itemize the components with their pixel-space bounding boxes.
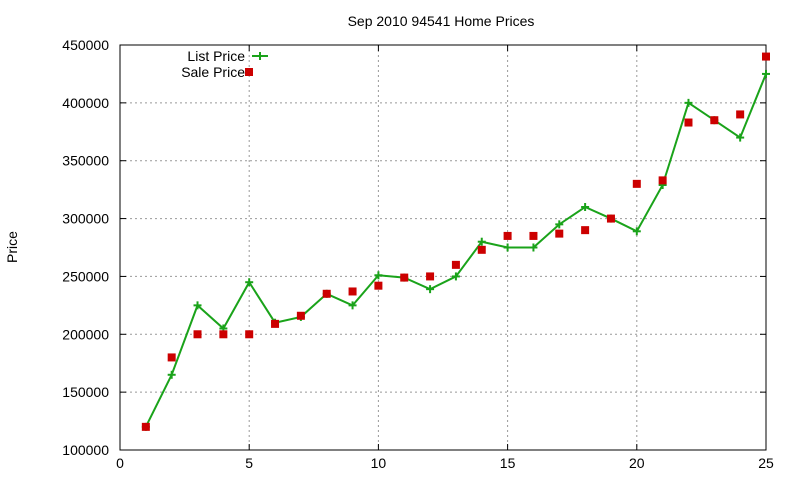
list-price-point	[684, 98, 693, 107]
list-price-point	[167, 370, 176, 379]
list-price-line	[144, 73, 767, 428]
legend-swatch-sale-price	[245, 68, 253, 76]
sale-price-point	[736, 110, 745, 119]
sale-price-point	[426, 272, 435, 281]
y-tick-label: 200000	[62, 326, 109, 342]
x-tick-label: 5	[245, 455, 253, 471]
y-axis-label: Price	[4, 231, 20, 263]
sale-price-point	[503, 231, 512, 240]
y-tick-label: 450000	[62, 37, 109, 53]
sale-price-point	[658, 176, 667, 185]
grid	[120, 45, 766, 450]
list-price-point	[762, 69, 770, 78]
sale-price-point	[245, 330, 254, 339]
list-price-point	[451, 272, 460, 281]
y-tick-label: 400000	[62, 95, 109, 111]
list-price-point	[426, 285, 435, 294]
sale-price-point	[296, 311, 305, 320]
x-tick-label: 15	[500, 455, 516, 471]
list-price-point	[632, 227, 641, 236]
chart-title: Sep 2010 94541 Home Prices	[348, 13, 535, 29]
list-price-point	[193, 301, 202, 310]
sale-price-point	[374, 281, 383, 290]
x-tick-label: 0	[116, 455, 124, 471]
axes: 0 5 10 15 20 25 100000 150000 200000 250000 300000…	[62, 37, 774, 471]
list-price-point	[529, 243, 538, 252]
x-tick-label: 20	[629, 455, 645, 471]
legend-label-sale-price: Sale Price	[181, 64, 245, 80]
sale-price-point	[141, 422, 150, 431]
list-price-point	[581, 203, 590, 211]
sale-price-point	[167, 353, 176, 362]
legend-label-list-price: List Price	[187, 48, 245, 64]
sale-price-point	[555, 229, 564, 238]
sale-price-point	[684, 118, 693, 127]
list-price-point	[503, 243, 512, 252]
y-tick-label: 100000	[62, 442, 109, 458]
list-price-point	[245, 278, 254, 287]
list-price-point	[555, 220, 564, 229]
list-price-point	[348, 301, 357, 310]
list-price-point	[374, 271, 383, 280]
list-price-point	[736, 133, 745, 142]
sale-price-point	[762, 52, 770, 61]
x-tick-label: 10	[371, 455, 387, 471]
sale-price-point	[271, 319, 280, 328]
x-tick-label: 25	[758, 455, 774, 471]
sale-price-point	[477, 245, 486, 254]
y-tick-label: 300000	[62, 211, 109, 227]
y-tick-label: 250000	[62, 268, 109, 284]
series-layer	[141, 52, 770, 431]
sale-price-point	[606, 214, 615, 223]
sale-price-point	[322, 289, 331, 298]
sale-price-point	[193, 330, 202, 339]
sale-price-point	[581, 226, 590, 235]
list-price-point	[477, 237, 486, 246]
sale-price-point	[632, 179, 641, 188]
sale-price-point	[400, 273, 409, 282]
sale-price-point	[219, 330, 228, 339]
sale-price-point	[529, 231, 538, 240]
sale-price-point	[451, 260, 460, 269]
sale-price-point	[710, 116, 719, 125]
plot-frame	[119, 44, 767, 451]
sale-price-point	[348, 287, 357, 296]
y-tick-label: 350000	[62, 153, 109, 169]
y-tick-label: 150000	[62, 384, 109, 400]
